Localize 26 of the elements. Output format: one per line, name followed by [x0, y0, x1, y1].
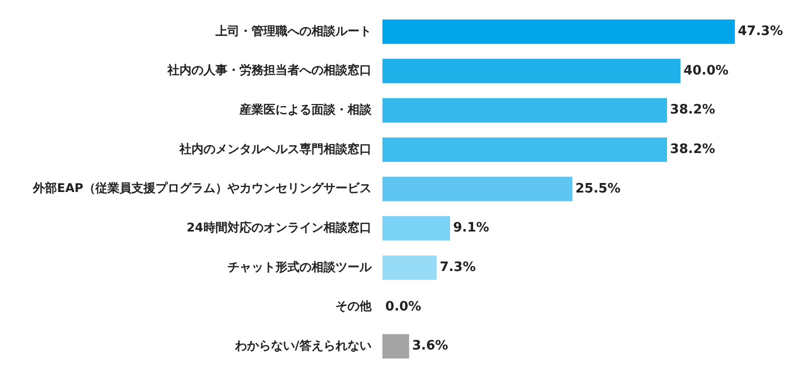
y-tick-label: 社内のメンタルヘルス専門相談窓口: [178, 142, 372, 156]
y-tick-label: その他: [335, 299, 372, 314]
data-label: 40.0%: [683, 63, 729, 78]
y-tick-label: 産業医による面談・相談: [238, 102, 372, 116]
y-tick-label: 外部EAP（従業員支援プログラム）やカウンセリングサービス: [32, 181, 372, 196]
y-tick-label: 上司・管理職への相談ルート: [214, 24, 372, 38]
data-label: 38.2%: [670, 142, 716, 158]
data-label: 7.3%: [440, 260, 476, 276]
bar: [382, 19, 735, 44]
bar: [382, 176, 572, 202]
bar: [382, 98, 668, 123]
bar: [382, 216, 450, 241]
bar: [382, 137, 668, 162]
y-tick-label: 社内の人事・労務担当者への相談窓口: [166, 63, 372, 78]
data-label: 9.1%: [453, 220, 490, 236]
bar: [382, 255, 437, 280]
y-tick-label: チャット形式の相談ツール: [227, 260, 372, 274]
bar: [382, 58, 680, 84]
data-label: 47.3%: [738, 24, 783, 40]
data-label: 0.0%: [385, 299, 422, 314]
y-tick-label: わからない/答えられない: [234, 338, 372, 352]
data-label: 3.6%: [412, 338, 448, 354]
bar: [382, 334, 410, 359]
data-label: 25.5%: [575, 181, 620, 196]
y-tick-label: 24時間対応のオンライン相談窓口: [186, 220, 372, 234]
data-label: 38.2%: [670, 102, 716, 118]
